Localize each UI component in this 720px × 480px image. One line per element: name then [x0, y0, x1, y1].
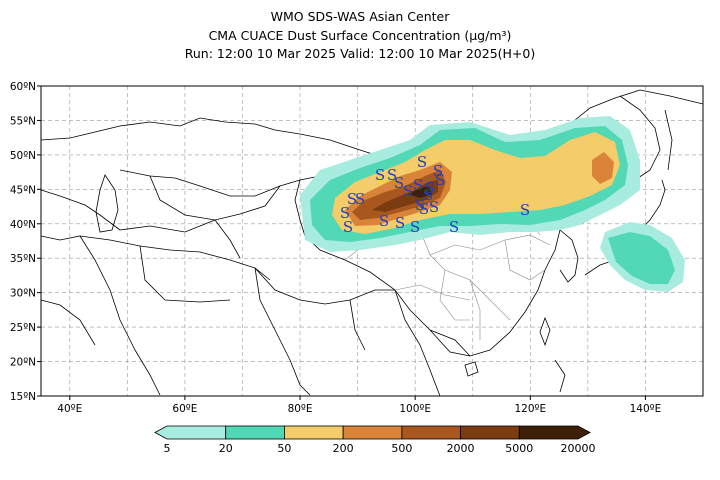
colorbar-label: 20: [219, 442, 233, 455]
lon-label: 40ºE: [57, 403, 82, 415]
dust-storm-symbol: S: [340, 204, 350, 222]
lon-label: 60ºE: [172, 403, 197, 415]
dust-storm-symbol: S: [520, 201, 530, 219]
colorbar-label: 2000: [447, 442, 475, 455]
dust-storm-symbol: S: [413, 176, 423, 194]
colorbar-label: 50: [277, 442, 291, 455]
lat-label: 35ºN: [10, 253, 36, 265]
dust-storm-symbol: S: [410, 218, 420, 236]
lat-label: 55ºN: [10, 115, 36, 127]
latitude-labels: 60ºN 55ºN 50ºN 45ºN 40ºN 35ºN 30ºN 25ºN 20ºN 15ºN: [10, 81, 41, 403]
colorbar-segment: [154, 425, 227, 440]
lon-label: 120ºE: [514, 403, 546, 415]
colorbar-label: 20000: [561, 442, 596, 455]
colorbar-segment: [518, 425, 591, 440]
colorbar-segment: [460, 425, 520, 440]
colorbar-segment: [284, 425, 344, 440]
lat-label: 40ºN: [10, 219, 36, 231]
lat-label: 30ºN: [10, 288, 36, 300]
dust-storm-symbol: S: [394, 174, 404, 192]
lon-label: 140ºE: [630, 403, 662, 415]
dust-storm-symbol: S: [433, 162, 443, 180]
dust-storm-symbol: S: [403, 182, 413, 200]
dust-storm-symbol: S: [347, 190, 357, 208]
colorbar-segment: [225, 425, 285, 440]
dust-storm-symbol: S: [425, 179, 435, 197]
colorbar-label: 5: [164, 442, 171, 455]
dust-storm-symbol: S: [379, 212, 389, 230]
colorbar-segment: [401, 425, 461, 440]
dust-storm-symbol: S: [375, 166, 385, 184]
lon-label: 100ºE: [399, 403, 431, 415]
dust-storm-symbol: S: [423, 186, 433, 204]
colorbar-segment: [342, 425, 403, 440]
dust-storm-symbol: S: [435, 171, 445, 189]
dust-storm-symbol: S: [449, 218, 459, 236]
dust-storm-symbol: S: [355, 190, 365, 208]
dust-storm-symbol: S: [387, 166, 397, 184]
colorbar-label: 500: [391, 442, 412, 455]
dust-storm-symbol: S: [343, 218, 353, 236]
map-frame: [40, 85, 704, 397]
dust-shading: [300, 116, 685, 292]
dust-storm-symbol: S: [395, 214, 405, 232]
colorbar-label: 5000: [505, 442, 533, 455]
title-line-3: Run: 12:00 10 Mar 2025 Valid: 12:00 10 M…: [184, 46, 536, 61]
lat-label: 15ºN: [10, 391, 36, 403]
lat-label: 20ºN: [10, 357, 36, 369]
lat-label: 60ºN: [10, 81, 36, 93]
colorbar-label: 200: [333, 442, 354, 455]
longitude-labels: 40ºE 60ºE 80ºE 100ºE 120ºE 140ºE: [57, 396, 661, 415]
lon-label: 80ºE: [288, 403, 313, 415]
dust-storm-symbol: S: [429, 198, 439, 216]
colorbar: 5 20 50 200 500 2000 5000 20000: [154, 425, 596, 455]
lat-label: 50ºN: [10, 150, 36, 162]
dust-storm-symbol: S: [417, 153, 427, 171]
lat-label: 45ºN: [10, 184, 36, 196]
title-line-1: WMO SDS-WAS Asian Center: [270, 9, 450, 24]
dust-storm-symbol: S: [415, 196, 425, 214]
dust-storm-symbol: S: [419, 200, 429, 218]
title-line-2: CMA CUACE Dust Surface Concentration (µg…: [208, 28, 512, 43]
lat-label: 25ºN: [10, 322, 36, 334]
